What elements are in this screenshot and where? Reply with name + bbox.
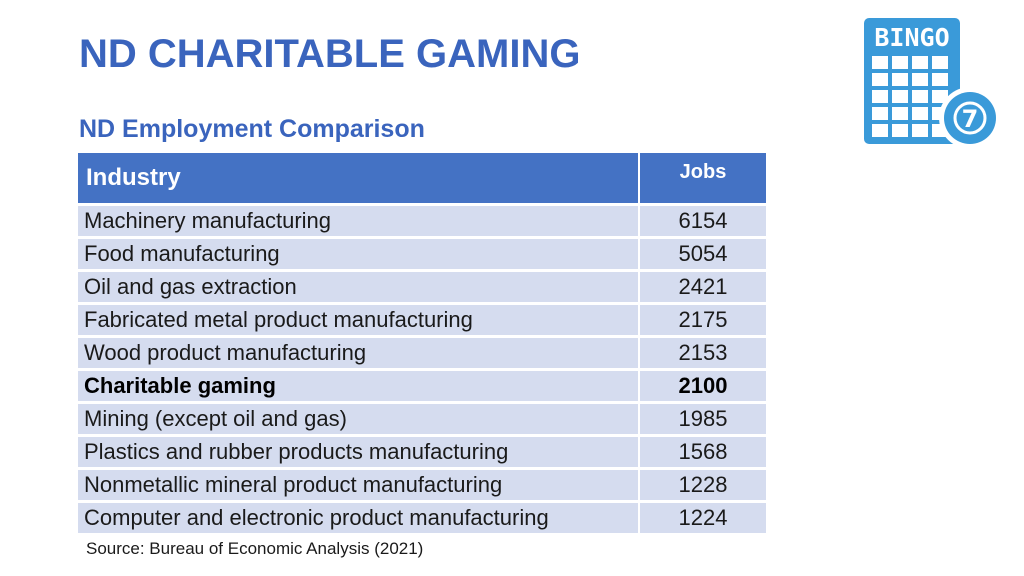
bingo-square	[872, 107, 888, 120]
source-note: Source: Bureau of Economic Analysis (202…	[86, 539, 424, 558]
bingo-square	[912, 56, 928, 69]
bingo-square	[892, 107, 908, 120]
industry-cell: Plastics and rubber products manufacturi…	[78, 437, 640, 467]
bingo-ball-number: 7	[962, 105, 979, 133]
table-row: Wood product manufacturing 2153	[78, 338, 766, 368]
bingo-square	[912, 90, 928, 103]
bingo-card-icon: BINGO 7	[864, 18, 1001, 149]
bingo-square	[892, 124, 908, 137]
jobs-cell: 1224	[640, 503, 766, 533]
industry-cell: Fabricated metal product manufacturing	[78, 305, 640, 335]
industry-cell: Wood product manufacturing	[78, 338, 640, 368]
industry-cell: Charitable gaming	[78, 371, 640, 401]
bingo-square	[872, 90, 888, 103]
bingo-square	[892, 56, 908, 69]
jobs-cell: 2175	[640, 305, 766, 335]
jobs-cell: 5054	[640, 239, 766, 269]
bingo-square	[932, 73, 948, 86]
table-caption: ND Employment Comparison	[79, 115, 425, 143]
jobs-cell: 1985	[640, 404, 766, 434]
table-body: Machinery manufacturing 6154 Food manufact…	[78, 206, 766, 533]
table-row: Mining (except oil and gas) 1985	[78, 404, 766, 434]
bingo-square	[932, 90, 948, 103]
bingo-square	[892, 73, 908, 86]
table-row: Charitable gaming 2100	[78, 371, 766, 401]
table-header-row: Industry Jobs	[78, 153, 766, 203]
jobs-cell: 6154	[640, 206, 766, 236]
bingo-square	[892, 90, 908, 103]
industry-cell: Oil and gas extraction	[78, 272, 640, 302]
industry-cell: Computer and electronic product manufact…	[78, 503, 640, 533]
jobs-cell: 2421	[640, 272, 766, 302]
employment-table: Industry Jobs Machinery manufacturing 615…	[78, 150, 766, 536]
column-header-jobs: Jobs	[640, 153, 766, 203]
bingo-square	[872, 56, 888, 69]
bingo-square	[912, 124, 928, 137]
table-row: Plastics and rubber products manufacturi…	[78, 437, 766, 467]
bingo-square	[912, 107, 928, 120]
industry-cell: Machinery manufacturing	[78, 206, 640, 236]
table-row: Food manufacturing 5054	[78, 239, 766, 269]
table-row: Oil and gas extraction 2421	[78, 272, 766, 302]
bingo-grid	[872, 56, 948, 137]
table-row: Fabricated metal product manufacturing 21…	[78, 305, 766, 335]
bingo-square	[912, 73, 928, 86]
table-row: Computer and electronic product manufact…	[78, 503, 766, 533]
industry-cell: Nonmetallic mineral product manufacturin…	[78, 470, 640, 500]
bingo-square	[872, 124, 888, 137]
page-title: ND CHARITABLE GAMING	[79, 32, 581, 76]
industry-cell: Mining (except oil and gas)	[78, 404, 640, 434]
bingo-square	[872, 73, 888, 86]
bingo-square	[932, 56, 948, 69]
bingo-logo-text: BINGO	[874, 23, 949, 52]
table-row: Nonmetallic mineral product manufacturin…	[78, 470, 766, 500]
industry-cell: Food manufacturing	[78, 239, 640, 269]
jobs-cell: 1228	[640, 470, 766, 500]
jobs-cell: 1568	[640, 437, 766, 467]
jobs-cell: 2100	[640, 371, 766, 401]
column-header-industry: Industry	[78, 153, 640, 203]
jobs-cell: 2153	[640, 338, 766, 368]
table-row: Machinery manufacturing 6154	[78, 206, 766, 236]
